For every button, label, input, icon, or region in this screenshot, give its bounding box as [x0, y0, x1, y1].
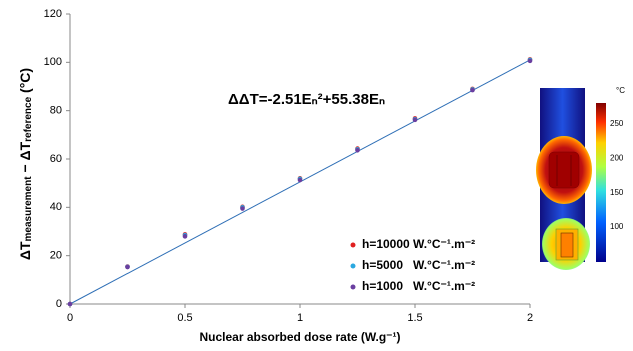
data-point [125, 265, 130, 270]
data-point [470, 88, 475, 93]
data-point [413, 118, 418, 123]
y-tick-label: 60 [50, 153, 62, 165]
data-point [183, 234, 188, 239]
y-tick-label: 100 [44, 56, 62, 68]
x-tick-label: 1.5 [407, 312, 422, 324]
legend-label: h=10000 W.°C⁻¹.m⁻² [362, 237, 475, 251]
chart: ΔΔT=-2.51Eₙ²+55.38Eₙ Nuclear absorbed do… [0, 0, 633, 351]
y-tick-label: 0 [56, 298, 62, 310]
y-tick-label: 120 [44, 8, 62, 20]
data-point [240, 206, 245, 211]
y-label-part: measurement [23, 176, 34, 242]
data-point [298, 178, 303, 183]
x-tick-label: 0 [67, 312, 73, 324]
y-label-part: − ΔT [17, 141, 33, 176]
equation: ΔΔT=-2.51Eₙ²+55.38Eₙ [228, 91, 385, 108]
inset-image [536, 88, 606, 270]
data-point [528, 59, 533, 64]
data-point [355, 148, 360, 153]
colorbar-unit: °C [616, 86, 625, 95]
y-tick-label: 40 [50, 201, 62, 213]
colorbar-tick-label: 150 [610, 188, 624, 197]
legend-label: h=5000 W.°C⁻¹.m⁻² [362, 258, 475, 272]
x-axis-label: Nuclear absorbed dose rate (W.g⁻¹) [199, 330, 400, 344]
y-axis-label: ΔTmeasurement − ΔTreference (°C) [17, 68, 34, 260]
data-point [68, 302, 73, 307]
legend-marker [351, 285, 356, 290]
y-tick-label: 80 [50, 105, 62, 117]
colorbar-tick-label: 200 [610, 153, 624, 162]
colorbar-tick-label: 250 [610, 119, 624, 128]
x-tick-label: 0.5 [177, 312, 192, 324]
colorbar-tick-label: 100 [610, 222, 624, 231]
x-tick-label: 2 [527, 312, 533, 324]
legend-marker [351, 243, 356, 248]
y-label-part: (°C) [17, 68, 33, 97]
y-label-part: ΔT [17, 241, 33, 260]
legend-label: h=1000 W.°C⁻¹.m⁻² [362, 279, 475, 293]
legend-marker [351, 264, 356, 269]
x-tick-label: 1 [297, 312, 303, 324]
y-label-part: reference [23, 96, 34, 141]
y-tick-label: 20 [50, 250, 62, 262]
